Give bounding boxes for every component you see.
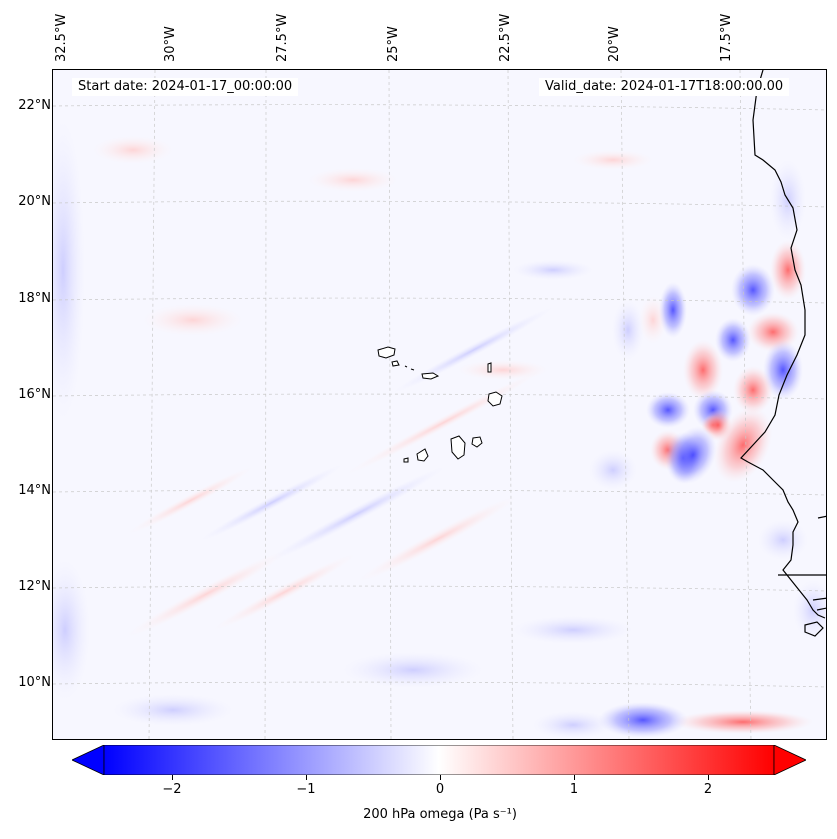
lat-label-22n: 22°N: [18, 98, 51, 113]
field-blob-red-band: [673, 710, 813, 734]
west-africa-coastline: [740, 70, 826, 637]
field-blob: [113, 694, 233, 726]
colorbar-extend-min: [71, 744, 105, 776]
colorbar-tick-label: −1: [296, 782, 316, 797]
coastal-wave-pattern: [589, 160, 826, 640]
valid-date-label: Valid_date: 2024-01-17T18:00:00.00: [539, 78, 790, 96]
field-blob: [513, 616, 633, 644]
colorbar-title: 200 hPa omega (Pa s⁻¹): [363, 807, 517, 822]
lon-label-30w: 30°W: [163, 26, 178, 62]
field-blob: [93, 136, 173, 164]
field-blob: [53, 560, 90, 700]
colorbar-tick: [306, 775, 307, 780]
lon-label-17-5w: 17.5°W: [719, 13, 734, 62]
colorbar-tick: [440, 775, 441, 780]
lat-label-20n: 20°N: [18, 194, 51, 209]
colorbar: [71, 744, 807, 776]
lon-label-22-5w: 22.5°W: [498, 13, 513, 62]
field-blob: [458, 360, 548, 380]
field-blob: [53, 120, 85, 420]
field-blob: [308, 168, 398, 192]
lon-label-20w: 20°W: [607, 26, 622, 62]
lon-label-25w: 25°W: [386, 26, 401, 62]
colorbar-tick: [708, 775, 709, 780]
diagonal-streaks: [126, 307, 553, 637]
lat-label-16n: 16°N: [18, 387, 51, 402]
lat-label-14n: 14°N: [18, 483, 51, 498]
lat-label-10n: 10°N: [18, 675, 51, 690]
colorbar-tick-label: 0: [435, 782, 445, 797]
field-blob: [573, 150, 653, 170]
colorbar-tick: [574, 775, 575, 780]
cape-verde-islands: [377, 346, 503, 463]
omega-field-map: [53, 70, 826, 739]
colorbar-tick-label: −2: [162, 782, 182, 797]
colorbar-tick: [172, 775, 173, 780]
map-panel[interactable]: [52, 69, 827, 740]
start-date-label: Start date: 2024-01-17_00:00:00: [72, 78, 299, 96]
colorbar-tick-label: 2: [703, 782, 713, 797]
field-blob: [143, 304, 243, 336]
colorbar-tick-label: 1: [569, 782, 579, 797]
field-blob: [513, 260, 593, 280]
field-blob: [533, 711, 613, 739]
gridlines: [53, 70, 826, 739]
lat-label-18n: 18°N: [18, 291, 51, 306]
colorbar-extend-max: [773, 744, 807, 776]
field-blob: [343, 652, 483, 688]
colorbar-gradient: [103, 744, 775, 776]
lon-label-32-5w: 32.5°W: [54, 13, 69, 62]
lon-label-27-5w: 27.5°W: [275, 13, 290, 62]
field-blob: [598, 702, 688, 738]
lat-label-12n: 12°N: [18, 579, 51, 594]
